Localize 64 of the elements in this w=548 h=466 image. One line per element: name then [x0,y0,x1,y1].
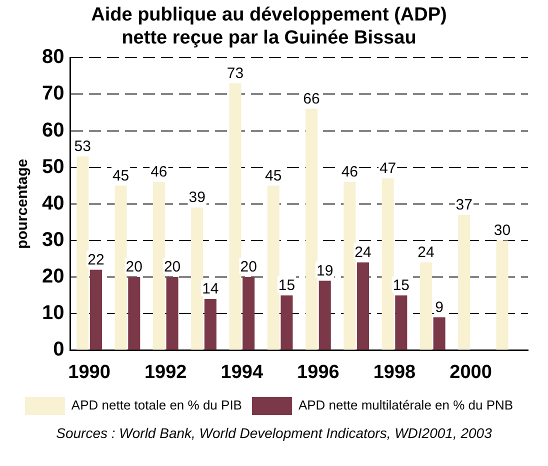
bar [191,208,204,350]
x-tick-label: 1996 [297,362,340,383]
data-label: 9 [435,298,444,316]
data-label: 19 [316,262,334,280]
bar [318,280,331,350]
bar [267,186,280,350]
data-label: 73 [226,64,244,82]
y-tick-label: 50 [42,156,64,178]
data-label: 47 [379,160,396,177]
y-tick-label: 70 [42,82,64,105]
bar [344,182,356,350]
bar [458,214,470,350]
y-axis-title: pourcentage [14,158,32,249]
bar [152,182,165,350]
bar [382,178,394,350]
x-tick-label: 1994 [220,362,264,383]
data-label: 66 [303,90,320,108]
data-label: 15 [392,276,410,294]
data-label: 22 [88,251,104,268]
bar [357,262,370,350]
y-tick-label: 0 [53,338,64,361]
y-tick-label: 20 [42,266,64,288]
data-label: 37 [456,196,472,214]
data-label: 24 [418,244,434,262]
bar [395,295,408,350]
legend-label: APD nette totale en % du PIB [71,398,242,413]
legend-label: APD nette multilatérale en % du PNB [298,398,514,413]
data-label: 45 [112,167,130,184]
data-label: 45 [265,167,282,184]
y-tick-label: 60 [42,119,64,142]
x-tick-label: 1992 [144,362,187,383]
y-tick-label: 40 [42,192,64,214]
bar [128,277,140,350]
chart-title: Aide publique au développement (ADP) nette reçue par la Guinée Bissau [91,4,447,48]
bar [204,298,216,350]
x-tick-label: 2000 [450,362,492,383]
data-label: 30 [494,222,511,240]
bar [76,156,89,350]
data-label: 20 [164,258,181,276]
y-tick-label: 10 [42,302,64,324]
x-tick-label: 1990 [68,362,110,383]
data-label: 15 [278,276,296,294]
data-label: 20 [126,258,142,276]
data-label: 46 [341,164,358,181]
source-note: Sources : World Bank, World Development Indicators, WDI2001, 2003 [55,425,493,442]
data-label: 24 [354,244,372,262]
x-tick-label: 1998 [373,362,416,383]
bar [229,83,242,350]
data-label: 14 [202,280,219,298]
bar [433,317,446,350]
data-label: 46 [150,164,168,181]
data-label: 53 [74,138,91,155]
bar [114,186,127,350]
bar [306,108,318,350]
y-tick-label: 30 [42,228,64,251]
y-tick-label: 80 [42,46,64,68]
data-label: 20 [240,258,257,276]
bar [420,262,432,350]
bar [496,240,508,350]
data-label: 39 [188,189,206,206]
bar [90,270,102,350]
bar [166,277,178,350]
bar [242,277,255,350]
bar [280,295,293,350]
